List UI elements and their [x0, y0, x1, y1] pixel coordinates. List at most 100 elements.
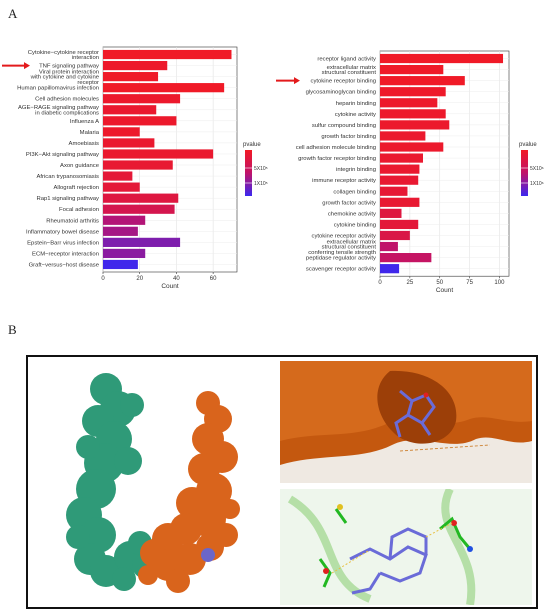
category-label: Cell adhesion molecules — [35, 97, 99, 103]
bar — [380, 219, 419, 230]
legend-colorbar — [245, 150, 252, 196]
binding-interaction-image — [280, 489, 532, 605]
bar — [380, 197, 420, 207]
bar — [380, 164, 420, 174]
bar — [103, 215, 146, 225]
bar — [380, 253, 432, 263]
docking-figure — [26, 355, 538, 609]
legend-label: 1X10⁵ — [254, 181, 268, 187]
category-label: receptor ligand activity — [317, 57, 376, 63]
enrichment-charts: Cytokine−cytokine receptor interaction TNF… — [2, 46, 544, 294]
category-label: Influenza A — [70, 119, 99, 125]
bar — [380, 109, 446, 119]
bar — [103, 226, 138, 236]
bar — [103, 127, 140, 137]
bar — [380, 264, 400, 274]
legend-colorbar — [521, 150, 528, 196]
x-tick-label: 60 — [210, 276, 217, 282]
bar — [380, 120, 450, 130]
bar — [103, 94, 181, 104]
category-label: Malaria — [80, 130, 100, 136]
category-label: cytokine binding — [334, 222, 376, 228]
bar — [380, 208, 402, 218]
bar — [380, 175, 419, 185]
category-label: Viral protein interaction with cytokine a… — [30, 69, 100, 86]
category-label: Rheumatoid arthritis — [46, 218, 99, 224]
bar — [103, 83, 225, 93]
x-tick-label: 20 — [136, 276, 143, 282]
category-label: Inflammatory bowel disease — [26, 229, 100, 235]
bar — [103, 149, 214, 159]
category-label: growth factor activity — [322, 200, 376, 206]
x-tick-label: 75 — [466, 280, 473, 286]
bar — [103, 138, 155, 148]
legend-title: pvalue — [519, 142, 537, 148]
bar — [380, 230, 410, 241]
panel-label-b: B — [8, 322, 17, 337]
bar — [103, 259, 138, 270]
bar — [103, 49, 232, 60]
category-label: peptidase regulator activity — [306, 256, 376, 262]
bar — [103, 248, 146, 259]
bar — [380, 87, 446, 97]
category-label: Axon guidance — [60, 163, 100, 169]
bar — [380, 98, 438, 108]
protein-complex-image — [66, 373, 240, 593]
bar — [103, 171, 133, 181]
category-label: Amoebiasis — [69, 141, 100, 147]
x-tick-label: 0 — [101, 276, 105, 282]
legend-label: 5X10⁶ — [530, 166, 544, 172]
category-label: ECM−receptor interaction — [32, 251, 99, 257]
chart-1: Cytokine−cytokine receptor interaction TNF… — [2, 46, 268, 290]
binding-pocket-surface-image — [280, 361, 532, 483]
category-label: African trypanosomiasis — [36, 174, 99, 180]
bar — [103, 193, 179, 203]
bar — [380, 186, 408, 196]
bar — [103, 72, 159, 82]
category-label: integrin binding — [336, 167, 376, 173]
category-label: AGE−RAGE signaling pathway in diabetic co… — [18, 105, 99, 116]
category-label: growth factor receptor binding — [298, 156, 376, 162]
x-axis-label: Count — [161, 283, 179, 290]
category-label: heparin binding — [336, 101, 376, 107]
category-label: cytokine receptor activity — [312, 233, 377, 239]
category-label: collagen binding — [333, 189, 376, 195]
category-label: TNF signaling pathway — [39, 64, 99, 70]
bar — [380, 153, 423, 163]
bar — [103, 160, 173, 170]
bar — [380, 76, 465, 86]
highlight-arrowhead — [294, 77, 300, 85]
category-label: sulfur compound binding — [312, 123, 376, 129]
x-tick-label: 100 — [494, 280, 505, 286]
category-label: extracellular matrix structural constitue… — [308, 239, 376, 256]
legend-label: 5X10⁵ — [254, 166, 268, 172]
category-label: Human papillomavirus infection — [17, 86, 99, 92]
category-label: immune receptor activity — [312, 178, 376, 184]
highlight-arrowhead — [24, 62, 30, 70]
bar — [380, 241, 398, 252]
category-label: scavenger receptor activity — [306, 267, 376, 273]
x-tick-label: 25 — [407, 280, 414, 286]
x-tick-label: 0 — [378, 280, 382, 286]
category-label: cell adhesion molecule binding — [296, 145, 376, 151]
bar — [380, 53, 504, 64]
x-tick-label: 40 — [173, 276, 180, 282]
bar — [103, 204, 175, 214]
category-label: Rap1 signaling pathway — [36, 196, 99, 202]
legend-title: pvalue — [243, 142, 261, 148]
bar — [380, 131, 426, 141]
category-label: Cytokine−cytokine receptor interaction — [28, 50, 99, 61]
category-label: growth factor binding — [321, 134, 376, 140]
chart-2: receptor ligand activity extracellular ma… — [276, 50, 544, 294]
category-label: cytokine activity — [335, 112, 376, 118]
category-label: Focal adhesion — [59, 207, 99, 213]
category-label: Allograft rejection — [53, 185, 99, 191]
category-label: chemokine activity — [328, 211, 376, 217]
bar — [103, 237, 181, 247]
bar — [103, 116, 177, 126]
category-label: extracellular matrix structural constitue… — [322, 65, 377, 76]
category-label: PI3K−Akt signaling pathway — [26, 152, 99, 158]
bar — [103, 60, 168, 71]
bar — [103, 105, 157, 115]
legend-label: 1X10⁶ — [530, 181, 544, 187]
